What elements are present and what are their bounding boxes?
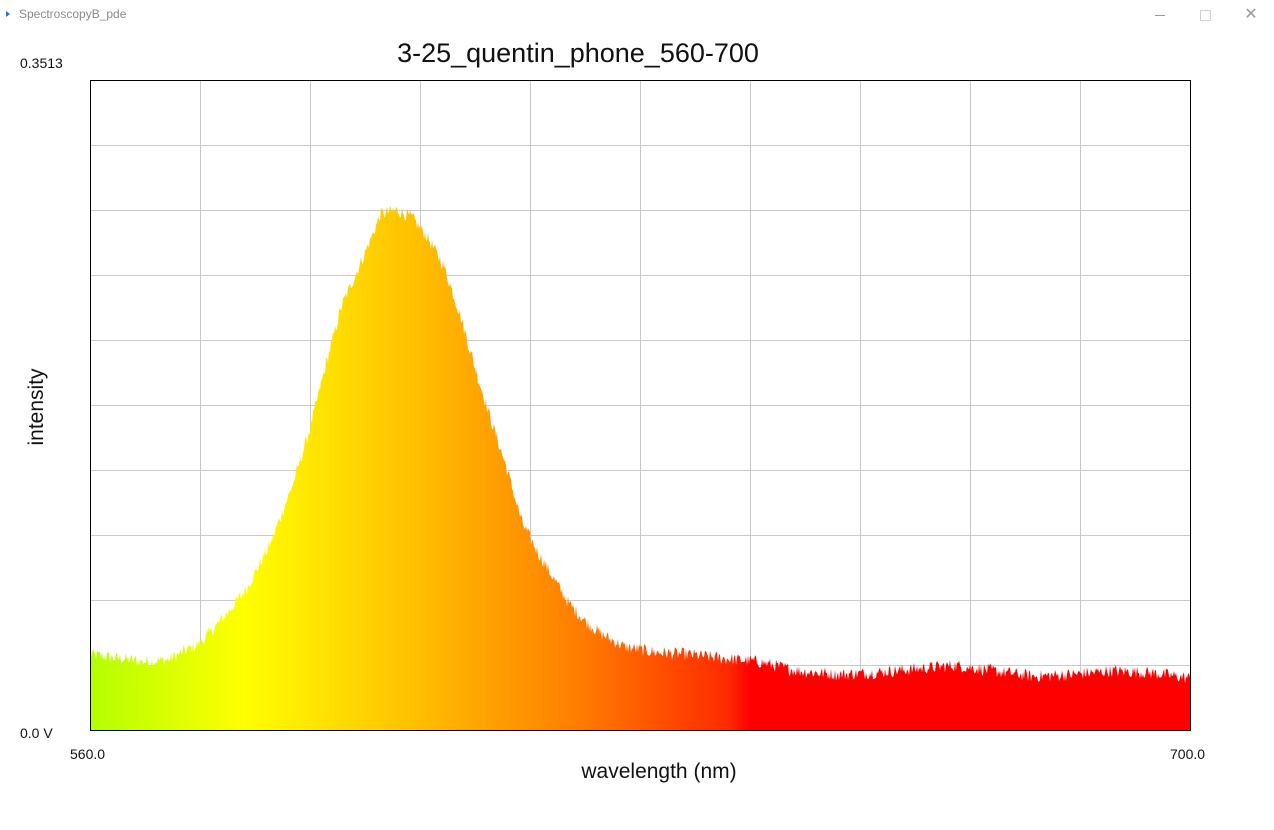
window-title: SpectroscopyB_pde [19, 7, 127, 21]
app-icon [6, 11, 10, 17]
close-button[interactable]: ✕ [1228, 0, 1274, 30]
minimize-icon [1155, 14, 1165, 16]
maximize-button[interactable] [1182, 0, 1228, 30]
x-min-label: 560.0 [70, 746, 106, 762]
minimize-button[interactable] [1137, 0, 1183, 30]
window-titlebar: SpectroscopyB_pde ✕ [0, 0, 1274, 30]
maximize-icon [1199, 9, 1211, 21]
spectrum-area [90, 205, 1190, 731]
plot-frame [90, 80, 1191, 731]
spectrum-plot [90, 80, 1191, 731]
y-max-label: 0.3513 [20, 55, 63, 71]
close-icon: ✕ [1244, 6, 1258, 23]
chart-title: 3-25_quentin_phone_560-700 [397, 38, 759, 68]
y-axis-label: intensity [25, 368, 48, 446]
y-min-label: 0.0 V [20, 725, 53, 741]
x-axis-label: wavelength (nm) [581, 760, 737, 783]
x-max-label: 700.0 [1170, 746, 1206, 762]
